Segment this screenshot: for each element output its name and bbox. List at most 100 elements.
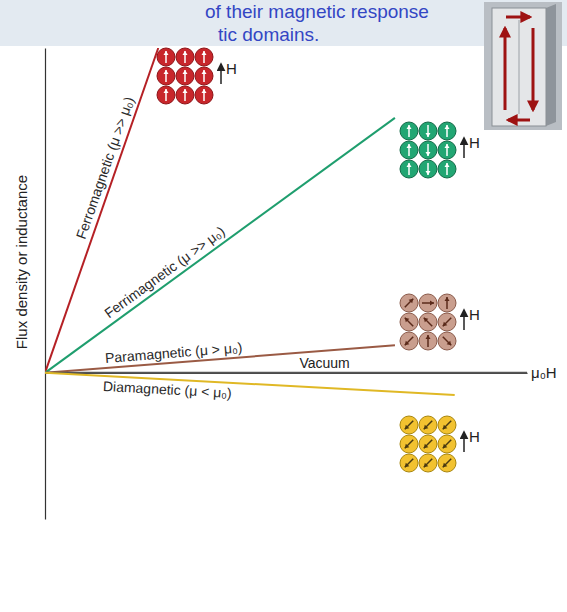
domain-arrow — [424, 440, 432, 448]
domain-dot — [419, 294, 437, 312]
domain-dot — [400, 122, 418, 140]
domain-dot — [195, 48, 213, 66]
domain-arrow-head — [202, 51, 207, 55]
domain-arrow-head — [183, 70, 188, 74]
domain-dot — [195, 67, 213, 85]
domain-dot — [400, 141, 418, 159]
domain-arrow-head — [426, 152, 431, 156]
domain-arrow-head — [405, 341, 410, 346]
domain-arrow-head — [405, 318, 410, 323]
domain-dot — [400, 160, 418, 178]
domain-arrow — [443, 459, 451, 467]
domain-dot — [400, 332, 418, 350]
domain-dot — [438, 332, 456, 350]
domain-arrow-head — [407, 144, 412, 148]
icon-wall — [519, 20, 520, 114]
domain-arrow — [405, 421, 413, 429]
domain-dot — [419, 435, 437, 453]
domain-arrow-head — [183, 89, 188, 93]
domain-arrow — [405, 440, 413, 448]
domain-arrow-head — [407, 125, 412, 129]
domain-arrow-head — [164, 70, 169, 74]
icon-face — [492, 8, 546, 126]
domain-icon — [400, 122, 464, 178]
axis-line — [46, 373, 528, 374]
domain-dot — [419, 160, 437, 178]
domain-arrow-head — [445, 297, 450, 301]
domain-arrow-head — [164, 89, 169, 93]
icon-arrow — [532, 28, 535, 110]
domain-arrow-head — [424, 425, 429, 430]
domain-box-icon — [484, 2, 562, 130]
domain-dot — [438, 313, 456, 331]
domain-dot — [438, 454, 456, 472]
domain-arrow — [405, 318, 413, 326]
axis-line — [45, 49, 46, 520]
domain-dot — [195, 86, 213, 104]
field-label: H — [469, 306, 480, 323]
domain-dot — [157, 86, 175, 104]
domain-dot — [400, 435, 418, 453]
series-label: Vacuum — [299, 355, 349, 371]
domain-arrow-head — [443, 444, 448, 449]
field-arrow — [463, 138, 465, 158]
domain-arrow-head — [447, 341, 452, 346]
domain-arrow-head — [407, 163, 412, 167]
domain-dot — [400, 416, 418, 434]
domain-arrow-head — [445, 125, 450, 129]
series-label: Diamagnetic (μ < μ₀) — [103, 378, 233, 401]
domain-arrow — [405, 337, 413, 345]
icon-side — [546, 4, 556, 126]
domain-dot — [176, 67, 194, 85]
domain-dot — [157, 48, 175, 66]
domain-dot — [419, 141, 437, 159]
background — [0, 0, 567, 612]
series-label: Ferromagnetic (μ >> μ₀) — [73, 95, 137, 241]
domain-dot — [438, 416, 456, 434]
domain-arrow-head — [183, 51, 188, 55]
field-arrow — [220, 64, 222, 84]
domain-arrow — [405, 299, 413, 307]
domain-arrow — [424, 421, 432, 429]
domain-arrow-head — [443, 425, 448, 430]
domain-arrow — [405, 459, 413, 467]
domain-icon — [400, 416, 464, 472]
domain-arrow-head — [426, 133, 431, 137]
domain-arrow-head — [426, 335, 431, 339]
domain-icon — [157, 48, 221, 104]
domain-dot — [438, 294, 456, 312]
domain-dot — [157, 67, 175, 85]
series-line — [45, 118, 395, 373]
field-label: H — [469, 428, 480, 445]
series-label: Ferrimagnetic (μ >> μ₀) — [101, 223, 228, 321]
domain-dot — [438, 141, 456, 159]
subtitle: tic domains. — [218, 24, 319, 45]
domain-dot — [438, 122, 456, 140]
domain-arrow-head — [443, 463, 448, 468]
domain-dot — [419, 313, 437, 331]
field-label: H — [226, 60, 237, 77]
domain-dot — [438, 435, 456, 453]
domain-arrow-head — [426, 171, 431, 175]
domain-arrow-head — [164, 51, 169, 55]
series-line — [45, 48, 158, 373]
domain-arrow-head — [424, 318, 429, 323]
field-arrow — [463, 310, 465, 330]
y-axis-title: Flux density or inductance — [13, 175, 30, 349]
plot-background — [0, 46, 567, 612]
icon-frame — [484, 2, 562, 130]
domain-dot — [419, 416, 437, 434]
domain-arrow-head — [445, 163, 450, 167]
domain-arrow-head — [424, 463, 429, 468]
domain-arrow — [443, 421, 451, 429]
domain-dot — [438, 160, 456, 178]
domain-arrow-head — [409, 299, 414, 304]
domain-arrow — [424, 318, 432, 326]
domain-dot — [419, 332, 437, 350]
field-arrow — [463, 432, 465, 452]
domain-dot — [419, 122, 437, 140]
title: of their magnetic response — [205, 1, 429, 22]
x-axis — [46, 373, 528, 374]
y-axis — [45, 49, 46, 520]
icon-arrow — [508, 119, 530, 122]
